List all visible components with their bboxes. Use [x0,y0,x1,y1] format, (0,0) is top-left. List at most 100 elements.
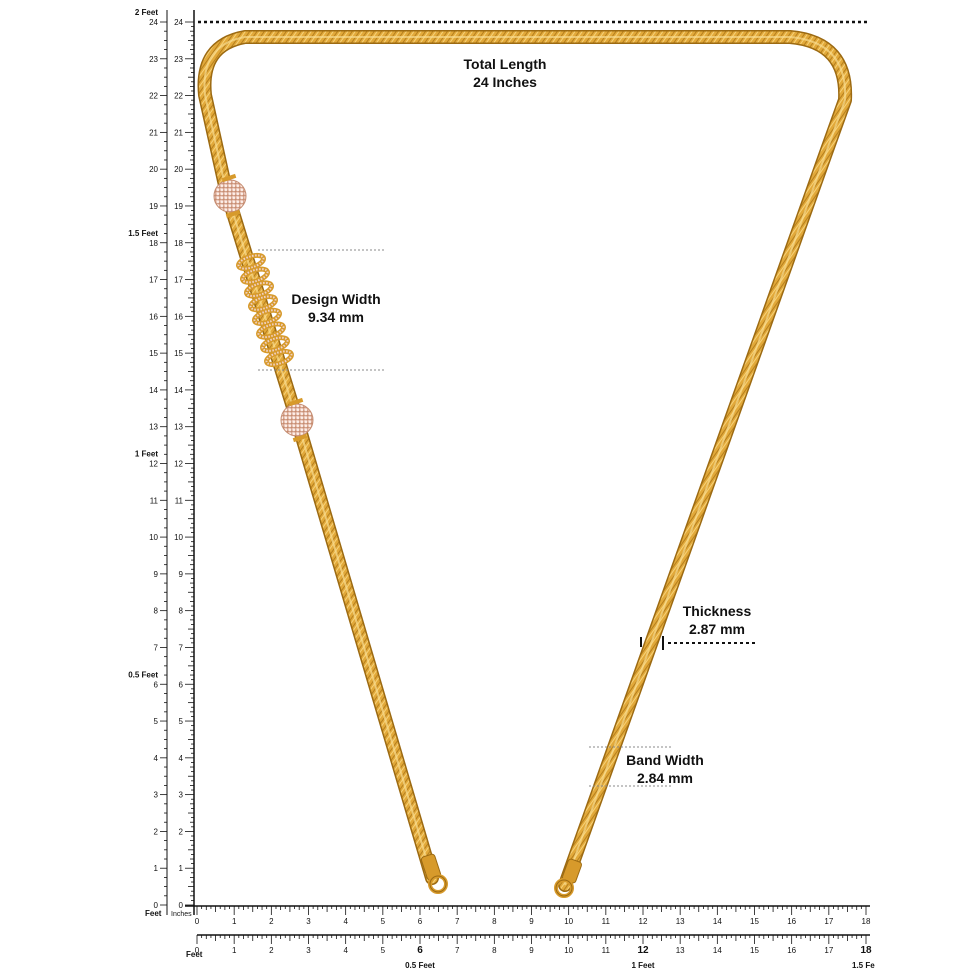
spiral-coil-stones [241,268,269,284]
horizontal-ruler-inch-label: 10 [564,917,573,926]
vertical-ruler-inch-label-left: 3 [154,791,159,800]
design-width-value: 9.34 mm [307,309,365,325]
horizontal-ruler-inch-label: 2 [269,917,274,926]
horizontal-ruler-inch-label: 8 [492,917,497,926]
horizontal-feet-ruler-inch-label: 10 [564,946,573,955]
clasp-right [554,858,582,898]
horizontal-feet-ruler-inch-label: 4 [343,946,348,955]
vertical-ruler-inch-label-left: 24 [149,18,158,27]
vertical-ruler-inch-label-left: 19 [149,202,158,211]
spiral-coil-stones [237,254,265,270]
vertical-ruler-inch-label-left: 20 [149,165,158,174]
vertical-ruler-inch-label-left: 4 [154,754,159,763]
horizontal-feet-ruler-inch-label: 11 [602,946,611,955]
vertical-ruler-inch-label-left: 9 [154,570,159,579]
vertical-ruler-feet-label: 1.5 Feet [128,229,158,238]
spiral-coil-stones [261,336,289,352]
vertical-ruler-inch-label: 3 [179,791,184,800]
thickness-title: Thickness [682,603,752,619]
vertical-ruler-inch-label-left: 8 [154,607,159,616]
bead-lower [280,397,314,443]
horizontal-ruler-inch-label: 6 [418,917,423,926]
spiral-coil-stones [245,281,273,298]
vertical-ruler-inch-label: 24 [174,18,183,27]
vertical-ruler-inch-label: 5 [179,717,184,726]
vertical-ruler-inch-label: 22 [174,92,183,101]
vertical-ruler-inch-label: 17 [174,276,183,285]
vertical-ruler-inch-label: 21 [174,128,183,137]
vertical-ruler-inch-label: 1 [179,864,184,873]
horizontal-ruler-inch-label: 14 [713,917,722,926]
spiral-coil-stones [265,350,293,366]
vertical-ruler-inch-label-left: 14 [149,386,158,395]
total-length-title: Total Length [463,56,547,72]
horizontal-ruler-inch-label: 5 [381,917,386,926]
horizontal-ruler-feet: 0 1 2 3 4 5 6 7 8 9 10 11 12 13 14 15 16 17 180.5 Feet 1 Fe… [186,934,875,970]
vertical-ruler-inch-label-left: 17 [149,276,158,285]
vertical-ruler-inch-label: 8 [179,607,184,616]
vertical-ruler-feet-unit-label: Feet [145,909,162,918]
horizontal-ruler-inch-label: 0 [195,917,200,926]
vertical-ruler-inch-label-left: 10 [149,533,158,542]
horizontal-ruler-inch-label: 18 [862,917,871,926]
vertical-ruler-inch-label-left: 23 [149,55,158,64]
horizontal-ruler-inch-label: 15 [750,917,759,926]
vertical-ruler-inch-label: 16 [174,312,183,321]
horizontal-feet-ruler-feet-label: 1 Feet [631,961,654,970]
vertical-ruler-inch-label-left: 1 [154,864,159,873]
vertical-ruler-inch-label: 15 [174,349,183,358]
design-width-label: Design Width 9.34 mm [283,290,389,326]
vertical-ruler-feet-label: 0.5 Feet [128,670,158,679]
vertical-ruler-feet-label: 2 Feet [135,8,158,17]
vertical-ruler-inch-label: 0 [179,901,184,910]
vertical-ruler-inch-label: 13 [174,423,183,432]
horizontal-feet-ruler-inch-label: 9 [529,946,534,955]
vertical-ruler-inch-label: 7 [179,643,184,652]
vertical-ruler-inch-label: 18 [174,239,183,248]
spiral-coil-stones [249,295,277,311]
total-length-label: Total Length 24 Inches [455,55,555,91]
chain-shadow [197,30,853,892]
vertical-ruler-inch-label-left: 0 [154,901,159,910]
horizontal-feet-ruler-inch-label: 15 [750,946,759,955]
horizontal-ruler-inch-label: 11 [602,917,611,926]
thickness-label: Thickness 2.87 mm [672,602,762,638]
vertical-ruler-inch-label-left: 16 [149,312,158,321]
horizontal-feet-ruler-inch-label: 16 [787,946,796,955]
horizontal-feet-ruler-inch-label: 7 [455,946,460,955]
spiral-coil-stones [257,322,285,339]
vertical-ruler-feet-label: 1 Feet [135,450,158,459]
vertical-ruler-inch-label-left: 2 [154,827,159,836]
horizontal-ruler-inch-label: 7 [455,917,460,926]
horizontal-feet-ruler-inch-label: 17 [824,946,833,955]
vertical-ruler-inch-label-left: 11 [150,496,159,505]
vertical-ruler-inch-label: 2 [179,827,184,836]
horizontal-feet-ruler-inch-label: 0 [195,946,200,955]
spiral-coil-stones [253,309,281,325]
chain [197,30,853,898]
vertical-ruler-inch-label-left: 5 [154,717,159,726]
clasp-left [420,853,448,894]
horizontal-ruler-inches-unit-label: Inches [171,911,192,918]
horizontal-feet-ruler-feet-label: 0.5 Feet [405,961,435,970]
horizontal-ruler-inch-label: 1 [232,917,237,926]
vertical-ruler-inch-label: 9 [179,570,184,579]
vertical-ruler-inch-label-left: 22 [149,92,158,101]
vertical-ruler-inch-label: 20 [174,165,183,174]
design-width-title: Design Width [291,291,381,307]
vertical-ruler-inch-label: 12 [174,460,183,469]
horizontal-feet-ruler-inch-label: 1 [232,946,237,955]
horizontal-feet-ruler-inch-label: 5 [381,946,386,955]
horizontal-ruler-inch-label: 13 [676,917,685,926]
vertical-ruler-inch-label-left: 18 [149,239,158,248]
total-length-value: 24 Inches [473,74,537,90]
vertical-ruler-inch-label: 4 [179,754,184,763]
vertical-ruler-inch-label-left: 6 [154,680,159,689]
horizontal-ruler-inch-label: 4 [343,917,348,926]
vertical-ruler-inch-label: 6 [179,680,184,689]
horizontal-ruler-inch-label: 17 [824,917,833,926]
horizontal-feet-ruler-inch-label: 13 [676,946,685,955]
